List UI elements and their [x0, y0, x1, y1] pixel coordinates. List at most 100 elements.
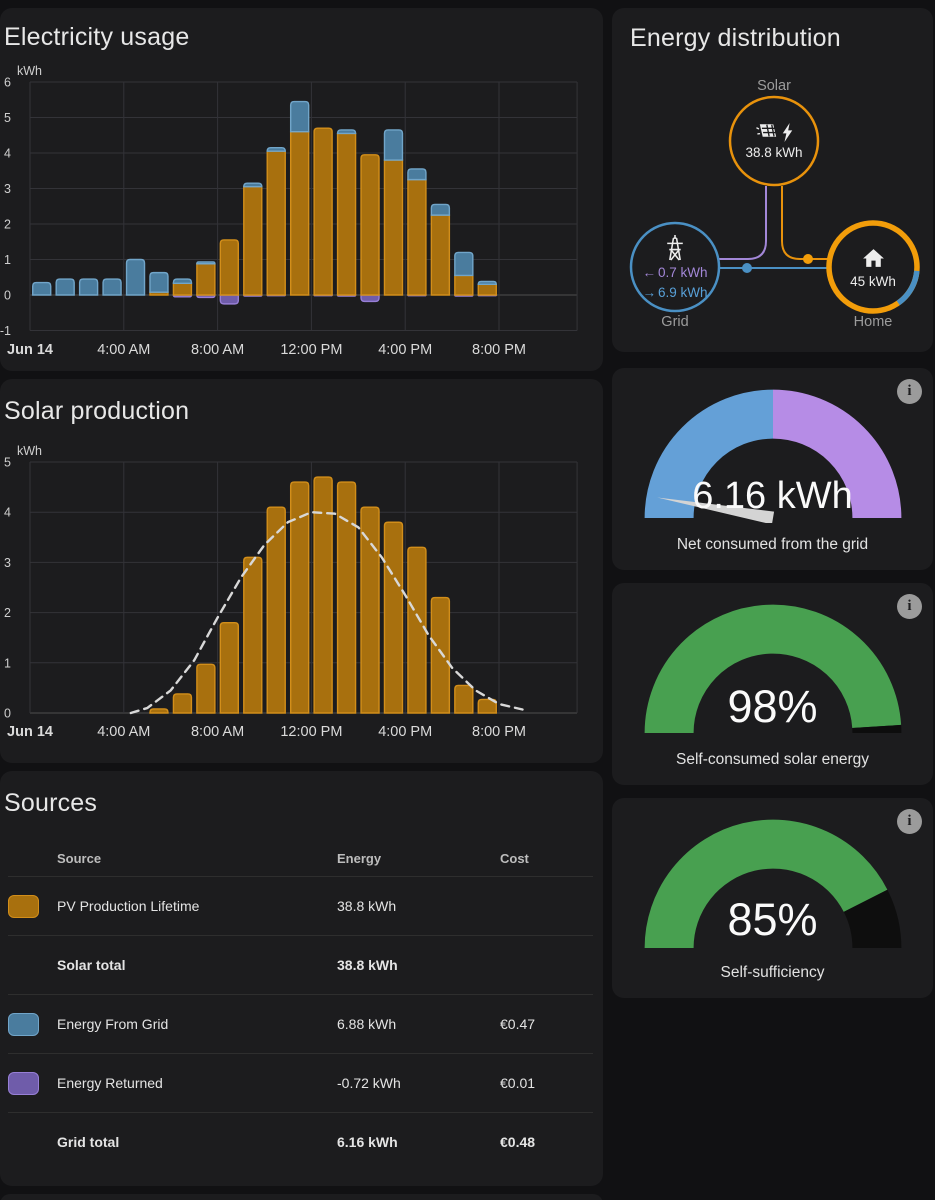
solar-production-chart[interactable]: 5 4 3 2 1 0 kWh Jun 14 4:00 AM 8:00 AM 12:00 PM 4:0…	[0, 440, 597, 748]
grid-consumption-bar-h0	[32, 281, 52, 296]
svg-text:3: 3	[4, 556, 11, 570]
x-axis-label: 4:00 AM	[97, 342, 150, 358]
svg-text:-1: -1	[0, 324, 11, 338]
solar-production-bar-h18	[454, 684, 474, 714]
source-row: Solar total 38.8 kWh	[8, 935, 593, 994]
solar-consumption-bar-h10	[266, 150, 286, 296]
solar-production-bar-h12	[313, 476, 333, 714]
info-icon[interactable]: i	[897, 809, 922, 834]
solar-production-bar-h5	[149, 708, 169, 714]
svg-text:3: 3	[4, 182, 11, 196]
solar-panel-icon	[755, 124, 776, 137]
solar-production-bar-h6	[172, 693, 193, 714]
svg-text:4: 4	[4, 147, 11, 161]
info-icon[interactable]: i	[897, 379, 922, 404]
grid-consumption-bar-h2	[78, 278, 99, 296]
home-node[interactable]: 45 kWh	[829, 223, 917, 311]
electricity-usage-title: Electricity usage	[4, 23, 190, 51]
grid-consumption-bar-h17	[430, 203, 451, 216]
gauge-card-self-sufficiency: 85% Self-sufficiency i	[612, 798, 933, 998]
solar-node-value: 38.8 kWh	[745, 145, 803, 160]
x-axis-label: 12:00 PM	[280, 342, 342, 358]
svg-text:2: 2	[4, 218, 11, 232]
solar-production-bar-h17	[430, 596, 451, 714]
x-axis-label: 4:00 PM	[378, 342, 432, 358]
gauge-segment	[644, 819, 887, 949]
grid-consumption-bar-h15	[383, 129, 404, 161]
electricity-usage-card: Electricity usage 6 5 4 3 2 1 0 -1 kWh Jun 14 4:00…	[0, 8, 603, 371]
source-row: PV Production Lifetime 38.8 kWh	[8, 876, 593, 935]
gauge-segment	[771, 389, 901, 519]
grid-consumption-bar-h4	[125, 258, 146, 296]
source-row: Energy From Grid 6.88 kWh €0.47	[8, 994, 593, 1053]
x-axis-label: Jun 14	[7, 342, 53, 358]
grid-node-ring	[629, 221, 721, 313]
next-card-partial	[0, 1194, 603, 1200]
return-bar-h8	[219, 294, 240, 305]
solar-consumption-bar-h11	[289, 131, 310, 296]
solar-consumption-bar-h13	[336, 132, 357, 296]
solar-consumption-bar-h14	[360, 154, 380, 296]
x-axis-label: Jun 14	[7, 724, 53, 740]
solar-production-bar-h9	[243, 556, 263, 714]
grid-consumption-bar-h18	[454, 251, 474, 277]
home-ring-grid-arc	[896, 270, 920, 306]
gauge-label: Self-sufficiency	[720, 964, 825, 981]
self-sufficiency-gauge	[644, 819, 901, 949]
electricity-usage-chart[interactable]: 6 5 4 3 2 1 0 -1 kWh Jun 14 4:00 AM 8:00 AM 12:00 PM…	[0, 62, 597, 362]
self-consumed-gauge	[644, 604, 901, 734]
source-row: Energy Returned -0.72 kWh €0.01	[8, 1053, 593, 1112]
sources-card: Sources Source Energy Cost PV Production Li…	[0, 771, 603, 1186]
grid-consumption-bar-h6	[172, 278, 193, 284]
grid-consumption-bar-h19	[477, 280, 497, 286]
svg-text:kWh: kWh	[17, 64, 42, 78]
return-bar-h14	[360, 294, 380, 303]
grid-consumption-bar-h3	[102, 278, 122, 296]
x-axis-label: 4:00 AM	[97, 724, 150, 740]
grid-return-value: ← 0.7 kWh	[642, 264, 708, 280]
svg-text:4: 4	[4, 506, 11, 520]
solar-production-bar-h10	[266, 506, 286, 714]
sources-table-header: Source Energy Cost	[57, 850, 529, 866]
x-axis-label: 12:00 PM	[280, 724, 342, 740]
source-row: Grid total 6.16 kWh €0.48	[8, 1112, 593, 1171]
svg-text:1: 1	[4, 253, 11, 267]
sources-table: Source Energy Cost PV Production Lifetime 38…	[8, 840, 593, 1171]
x-axis-label: 8:00 AM	[191, 342, 244, 358]
grid-consumption-bar-h11	[289, 100, 310, 133]
x-axis-label: 8:00 PM	[472, 342, 526, 358]
grid-node[interactable]: ← 0.7 kWh → 6.9 kWh	[631, 223, 719, 311]
svg-text:6: 6	[4, 76, 11, 90]
svg-text:0: 0	[4, 289, 11, 303]
home-node-label: Home	[853, 314, 893, 330]
svg-text:5: 5	[4, 111, 11, 125]
grid-consumption-bar-h16	[407, 168, 427, 181]
solar-consumption-bar-h19	[477, 283, 497, 296]
x-axis-label: 8:00 PM	[472, 724, 526, 740]
solar-consumption-bar-h8	[219, 239, 240, 296]
lightning-bolt-icon	[782, 123, 792, 142]
sources-title: Sources	[4, 789, 98, 817]
solar-production-bar-h14	[360, 506, 380, 714]
gauge-value: 98%	[727, 681, 818, 732]
solar-node[interactable]: 38.8 kWh	[730, 97, 818, 185]
solar-consumption-bar-h16	[407, 178, 427, 296]
svg-text:5: 5	[4, 456, 11, 470]
transmission-tower-icon	[667, 234, 683, 260]
return-color-swatch	[8, 1071, 39, 1095]
solar-consumption-bar-h17	[430, 214, 451, 296]
svg-text:0: 0	[4, 707, 11, 721]
grid-flow-dot	[742, 263, 752, 273]
gauge-label: Net consumed from the grid	[676, 536, 869, 553]
solar-consumption-bar-h6	[172, 282, 193, 296]
solar-consumption-bar-h12	[313, 127, 333, 296]
solar-consumption-bar-h9	[243, 186, 263, 296]
solar-node-label: Solar	[757, 78, 791, 94]
gauge-segment	[644, 389, 774, 519]
svg-text:1: 1	[4, 656, 11, 670]
gauge-value: 6.16 kWh	[692, 475, 853, 517]
svg-text:kWh: kWh	[17, 444, 42, 458]
x-axis-label: 4:00 PM	[378, 724, 432, 740]
info-icon[interactable]: i	[897, 594, 922, 619]
